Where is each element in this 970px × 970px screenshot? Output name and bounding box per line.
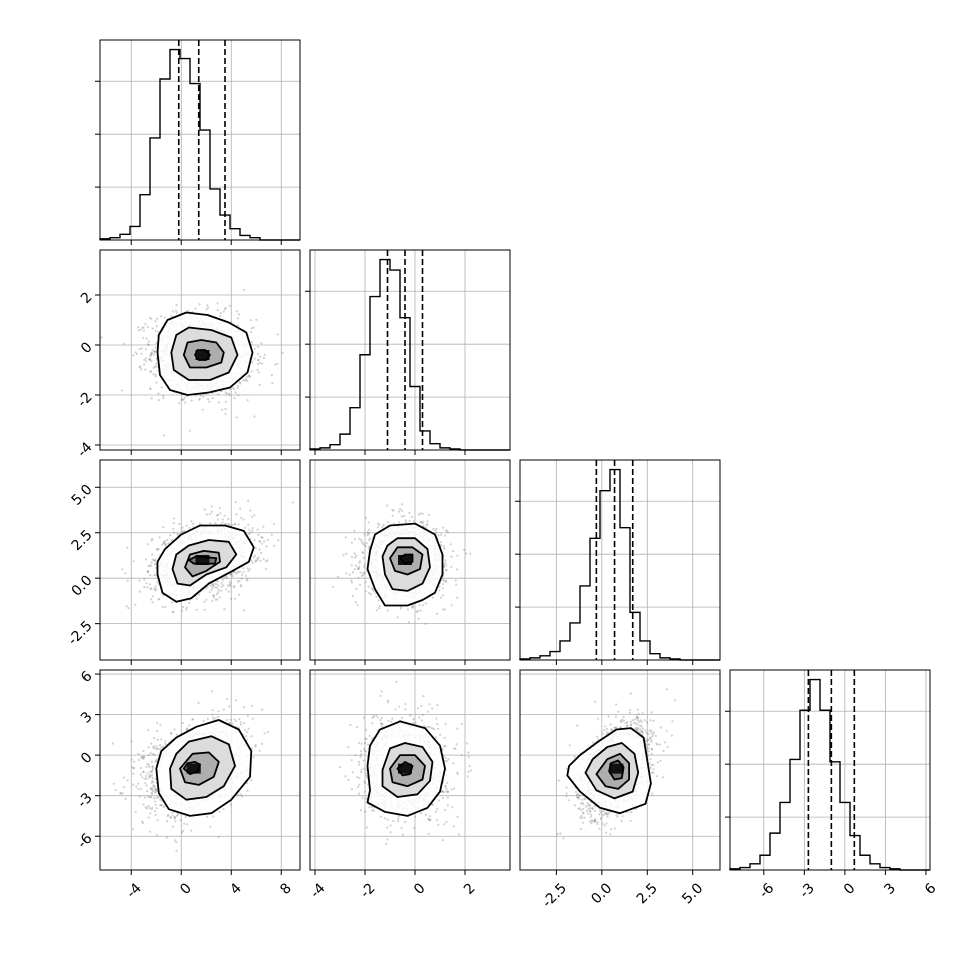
x-tick-label: -2.5 <box>539 880 570 911</box>
histogram-bars <box>309 258 510 451</box>
contour-line <box>184 550 221 578</box>
contour-line <box>399 553 414 565</box>
y-tick-label: 0.0 <box>69 573 96 600</box>
panel-content <box>310 460 510 660</box>
density-peak <box>398 763 412 774</box>
histogram-panel-2 <box>515 459 721 665</box>
x-tick-label: 0 <box>411 880 429 898</box>
panel-content <box>520 670 720 870</box>
panel-content <box>100 460 300 660</box>
scatter-panel-3-0 <box>95 669 301 875</box>
y-tick-label: 2 <box>78 289 96 307</box>
x-tick-label: 2.5 <box>634 880 661 907</box>
contour-line <box>169 735 236 801</box>
x-tick-label: 2 <box>461 880 479 898</box>
panel-frame <box>99 39 301 241</box>
x-tick-label: 0 <box>177 880 195 898</box>
histogram-bars <box>729 678 930 871</box>
histogram-panel-0 <box>95 39 301 245</box>
x-tick-label: -6 <box>756 880 777 901</box>
contour-line <box>187 555 218 565</box>
contour-line <box>381 537 431 592</box>
contour-line <box>156 311 254 396</box>
contour-line <box>179 751 220 786</box>
contour-line <box>170 326 239 381</box>
panel-frame <box>99 669 301 871</box>
histogram-panel-1 <box>305 249 511 455</box>
y-tick-label: 5.0 <box>69 482 96 509</box>
density-peak <box>195 350 210 360</box>
histogram-bars <box>99 48 300 241</box>
panel-content <box>310 670 510 870</box>
contour-line <box>171 539 238 587</box>
x-tick-label: -4 <box>307 880 328 901</box>
x-tick-label: -4 <box>124 880 145 901</box>
y-tick-label: 3 <box>78 709 96 727</box>
x-tick-label: 3 <box>881 880 899 898</box>
contour-line <box>381 742 434 798</box>
contour-line <box>389 546 424 576</box>
panel-frame <box>309 459 511 661</box>
panel-frame <box>99 249 301 451</box>
y-tick-label: 6 <box>78 668 96 686</box>
scatter-panel-2-0 <box>95 459 301 665</box>
contour-line <box>366 720 446 817</box>
y-tick-label: -2.5 <box>65 618 96 649</box>
contour-line <box>584 742 640 800</box>
scatter-panel-2-1 <box>309 459 511 665</box>
scatter-panel-3-2 <box>519 669 721 875</box>
contour-line <box>595 752 630 790</box>
contour-line <box>194 349 211 361</box>
contour-line <box>155 719 253 817</box>
density-peak <box>398 555 412 565</box>
contour-line <box>366 522 444 607</box>
panel-content <box>100 670 300 870</box>
scatter-panel-1-0 <box>95 249 301 455</box>
histogram-bars <box>519 468 720 661</box>
x-tick-label: 0 <box>841 880 859 898</box>
x-tick-label: 5.0 <box>679 880 706 907</box>
x-tick-label: 4 <box>227 880 245 898</box>
panel-frame <box>519 669 721 871</box>
histogram-panel-3 <box>725 669 931 875</box>
contour-line <box>182 761 201 775</box>
contour-line <box>156 524 255 603</box>
y-tick-label: -3 <box>74 790 95 811</box>
density-peak <box>186 763 201 774</box>
x-tick-label: -3 <box>797 880 818 901</box>
contour-line <box>396 761 414 777</box>
x-tick-label: -2 <box>357 880 378 901</box>
contour-line <box>566 727 652 815</box>
contour-line <box>608 759 625 781</box>
x-tick-label: 6 <box>922 880 940 898</box>
panel-frame <box>99 459 301 661</box>
x-tick-label: 0.0 <box>588 880 615 907</box>
y-tick-label: 2.5 <box>69 527 96 554</box>
x-tick-label: 8 <box>277 880 295 898</box>
y-tick-label: -2 <box>74 389 95 410</box>
y-tick-label: -4 <box>74 439 95 460</box>
panel-frame <box>519 459 721 661</box>
panel-frame <box>309 669 511 871</box>
scatter-panel-3-1 <box>309 669 511 875</box>
panel-frame <box>309 249 511 451</box>
panel-content <box>100 250 300 450</box>
y-tick-label: 0 <box>78 749 96 767</box>
y-tick-label: -6 <box>74 831 95 852</box>
density-peak <box>195 555 210 565</box>
contour-line <box>389 754 426 788</box>
panel-frame <box>729 669 931 871</box>
y-tick-label: 0 <box>78 339 96 357</box>
density-peak <box>609 763 624 774</box>
contour-line <box>182 339 225 369</box>
